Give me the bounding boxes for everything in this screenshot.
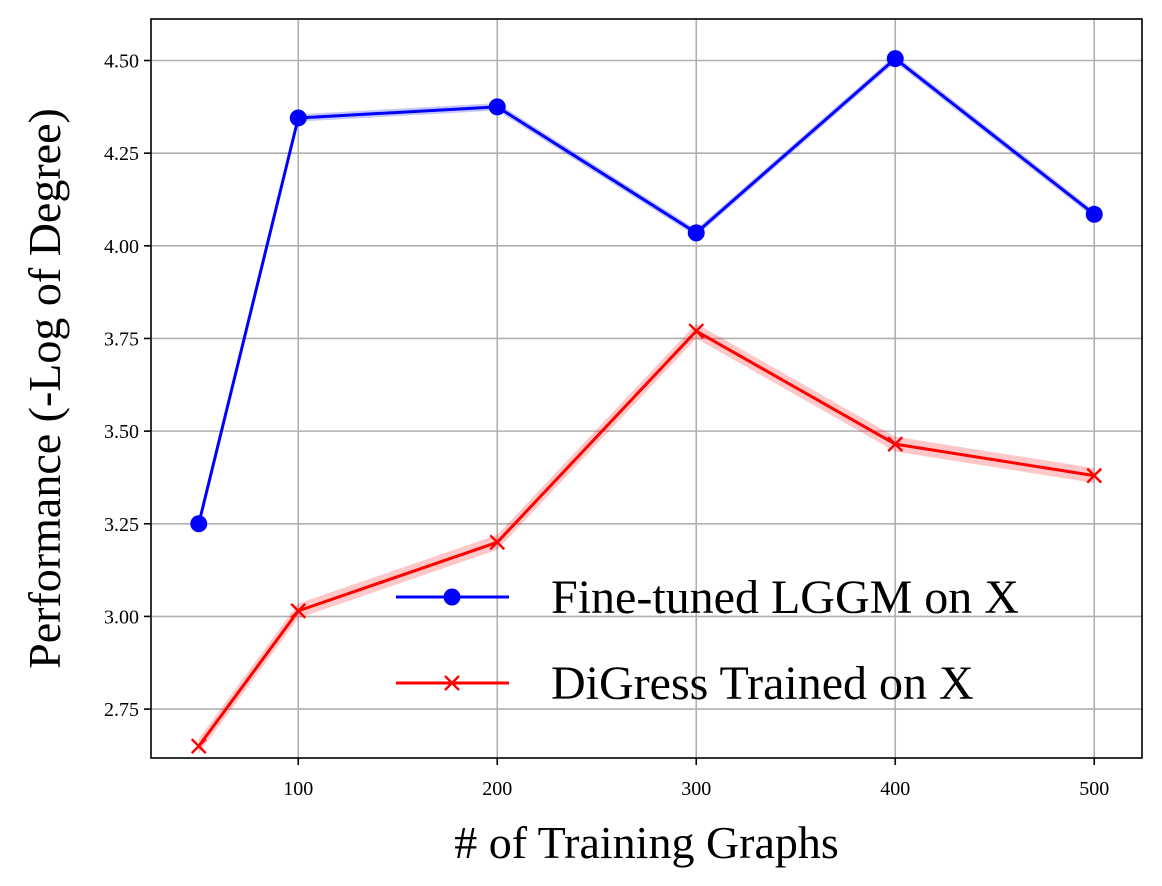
series-2-point <box>688 323 705 339</box>
x-tick-label: 100 <box>283 778 313 800</box>
series-2-line <box>197 329 1095 748</box>
x-tick-label: 200 <box>482 778 512 800</box>
series-1-point <box>190 515 208 533</box>
series-2-point <box>1086 467 1103 484</box>
series-lines <box>197 57 1096 748</box>
series-2-point <box>489 534 506 551</box>
series-1-point <box>488 98 506 116</box>
y-tick-label: 2.75 <box>104 699 139 721</box>
legend-label: DiGress Trained on X <box>551 657 974 710</box>
y-tick-label: 3.50 <box>104 421 139 443</box>
legend-label: Fine-tuned LGGM on X <box>551 571 1019 624</box>
y-tick-label: 4.00 <box>104 236 139 258</box>
series-1-point <box>1085 205 1103 223</box>
series-1-point <box>289 109 307 127</box>
series-2-point <box>190 738 207 754</box>
legend-entry-1: Fine-tuned LGGM on X <box>396 571 1019 624</box>
x-tick-label: 400 <box>880 778 910 800</box>
confidence-bands <box>198 54 1095 754</box>
x-axis-title: # of Training Graphs <box>454 817 839 868</box>
series-2-point <box>290 603 307 619</box>
legend-marker <box>444 675 460 691</box>
y-axis-title: Performance (-Log of Degree) <box>19 108 70 669</box>
series-1-point <box>687 224 705 242</box>
plot-frame <box>150 18 1143 759</box>
x-tick-label: 500 <box>1079 778 1109 800</box>
x-tick-label: 300 <box>681 778 711 800</box>
series-1-point <box>886 50 904 68</box>
y-tick-label: 4.50 <box>104 51 139 73</box>
legend-marker <box>443 588 461 606</box>
series-markers <box>190 50 1103 754</box>
legend-entry-2: DiGress Trained on X <box>396 657 974 710</box>
y-axis-ticks: 2.75 3.00 3.25 3.50 3.75 4.00 4.25 4.50 <box>104 51 151 721</box>
y-tick-label: 3.75 <box>104 328 139 350</box>
grid-lines <box>151 19 1142 758</box>
y-tick-label: 3.00 <box>104 606 139 628</box>
series-2-point <box>887 436 904 452</box>
y-tick-label: 4.25 <box>104 143 139 165</box>
y-tick-label: 3.25 <box>104 514 139 536</box>
x-axis-ticks: 100 200 300 400 500 <box>283 758 1109 800</box>
legend: Fine-tuned LGGM on X DiGress Trained on X <box>396 571 1019 710</box>
series-1-line <box>197 57 1096 525</box>
